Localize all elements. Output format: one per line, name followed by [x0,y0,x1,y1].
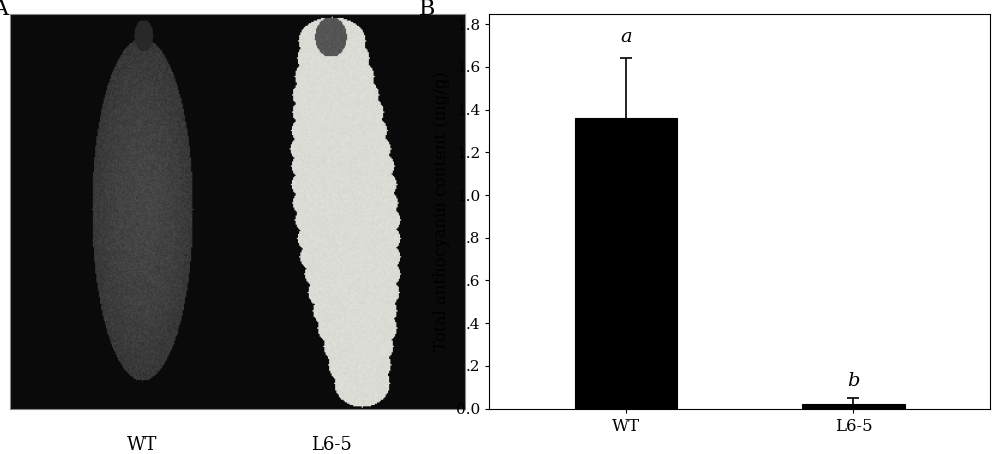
Y-axis label: Total anthocyanin content (mg/g): Total anthocyanin content (mg/g) [433,71,450,351]
Text: A: A [0,0,8,20]
Text: L6-5: L6-5 [311,436,351,454]
Text: WT: WT [127,436,157,454]
Text: a: a [620,28,632,46]
Bar [575,118,677,409]
Bar [802,405,905,409]
Text: B: B [419,0,435,20]
Text: b: b [847,372,860,390]
